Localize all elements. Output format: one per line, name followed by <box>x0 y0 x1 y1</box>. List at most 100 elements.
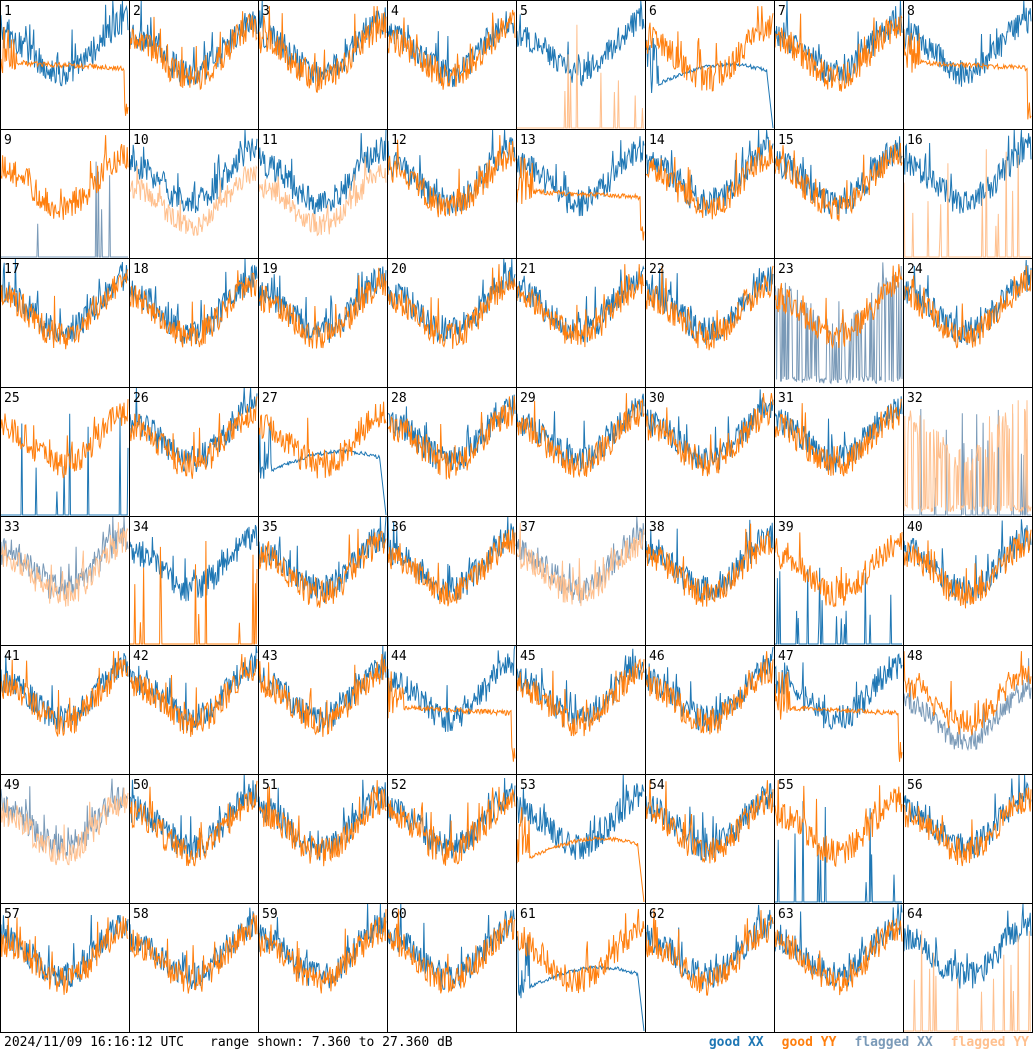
panel-3-yy-line <box>258 6 387 93</box>
panel-36-yy-line <box>387 529 516 607</box>
panel-1-label: 1 <box>4 4 12 19</box>
panel-7-frame <box>774 0 904 130</box>
panel-28: 28 <box>387 387 517 517</box>
panel-8: 8 <box>903 0 1033 130</box>
panel-12-label: 12 <box>391 133 407 148</box>
panel-27-frame <box>258 387 388 517</box>
panel-12-yy-line <box>387 135 516 218</box>
legend-flagged-xx: flagged XX <box>854 1035 933 1050</box>
panel-45: 45 <box>516 645 646 775</box>
panel-23-xx-line <box>774 262 903 385</box>
panel-53-label: 53 <box>520 778 536 793</box>
panel-18-yy-line <box>129 270 258 348</box>
panel-49-label: 49 <box>4 778 20 793</box>
panel-30-label: 30 <box>649 391 665 406</box>
panel-16-xx-line <box>903 129 1032 214</box>
panel-20: 20 <box>387 258 517 388</box>
panel-37-yy-line <box>516 522 645 607</box>
panel-20-yy-line <box>387 264 516 349</box>
panel-27-yy-line <box>258 401 387 479</box>
panel-57-yy-line <box>0 916 129 995</box>
panel-16-yy-line <box>903 149 1031 258</box>
panel-21-yy-line <box>516 264 645 348</box>
panel-39-frame <box>774 516 904 646</box>
legend-good-yy: good YY <box>781 1035 837 1050</box>
panel-46: 46 <box>645 645 775 775</box>
panel-42-yy-line <box>129 653 258 737</box>
panel-10: 10 <box>129 129 259 259</box>
panel-61-yy-line <box>516 909 645 994</box>
panel-58-yy-line <box>129 912 258 994</box>
panel-32: 32 <box>903 387 1033 517</box>
panel-1-xx-line <box>0 0 129 87</box>
panel-15: 15 <box>774 129 904 259</box>
panel-9-label: 9 <box>4 133 12 148</box>
panel-9-yy-line <box>0 135 129 220</box>
panel-51-yy-line <box>258 780 387 867</box>
panel-54-yy-line <box>645 780 774 864</box>
panel-19-label: 19 <box>262 262 278 277</box>
panel-59: 59 <box>258 903 388 1033</box>
panel-60: 60 <box>387 903 517 1033</box>
legend-flagged-yy: flagged YY <box>950 1035 1029 1050</box>
panel-14: 14 <box>645 129 775 259</box>
panel-10-xx-line <box>129 129 258 213</box>
panel-9-xx-line <box>1 161 128 258</box>
panel-44: 44 <box>387 645 517 775</box>
panel-21: 21 <box>516 258 646 388</box>
range-label: range shown: 7.360 to 27.360 dB <box>210 1035 453 1050</box>
panel-17-frame <box>0 258 130 388</box>
panel-39: 39 <box>774 516 904 646</box>
panel-6-frame <box>645 0 775 130</box>
panel-56-yy-line <box>903 787 1032 867</box>
panel-56-label: 56 <box>907 778 923 793</box>
panel-63-label: 63 <box>778 907 794 922</box>
panel-25-label: 25 <box>4 391 20 406</box>
panel-13-xx-line <box>516 136 645 217</box>
panel-34-xx-line <box>129 524 258 602</box>
panel-4: 4 <box>387 0 517 130</box>
panel-47-label: 47 <box>778 649 794 664</box>
panel-33: 33 <box>0 516 130 646</box>
panel-57-xx-line <box>0 914 129 988</box>
panel-1-yy-line <box>0 26 129 116</box>
panel-50: 50 <box>129 774 259 904</box>
panel-5: 5 <box>516 0 646 130</box>
panel-47-yy-line <box>774 671 903 762</box>
panel-39-xx-line <box>775 567 902 645</box>
panel-4-xx-line <box>387 11 516 88</box>
panel-30: 30 <box>645 387 775 517</box>
panel-43-label: 43 <box>262 649 278 664</box>
panel-41-label: 41 <box>4 649 20 664</box>
panel-48-label: 48 <box>907 649 923 664</box>
panel-59-xx-line <box>258 903 387 989</box>
panel-57: 57 <box>0 903 130 1033</box>
panel-22-frame <box>645 258 775 388</box>
panel-59-yy-line <box>258 909 387 994</box>
panel-4-frame <box>387 0 517 130</box>
panel-28-label: 28 <box>391 391 407 406</box>
panel-54-frame <box>645 774 775 904</box>
panel-16-label: 16 <box>907 133 923 148</box>
panel-17: 17 <box>0 258 130 388</box>
panel-39-yy-line <box>774 531 903 608</box>
panel-48-xx-line <box>903 658 1032 752</box>
panel-6: 6 <box>645 0 775 130</box>
panel-23-yy-line <box>774 264 903 350</box>
panel-6-yy-line <box>645 6 774 92</box>
panel-43: 43 <box>258 645 388 775</box>
panel-47: 47 <box>774 645 904 775</box>
panel-58-label: 58 <box>133 907 149 922</box>
panel-18-xx-line <box>129 258 258 345</box>
panel-20-label: 20 <box>391 262 407 277</box>
panel-49-yy-line <box>0 787 129 866</box>
panel-52-label: 52 <box>391 778 407 793</box>
panel-36-xx-line <box>387 516 516 601</box>
panel-29-label: 29 <box>520 391 536 406</box>
panel-22-yy-line <box>645 265 774 351</box>
panel-39-label: 39 <box>778 520 794 535</box>
panel-62-label: 62 <box>649 907 665 922</box>
panel-31-xx-line <box>774 396 903 474</box>
panel-29-xx-line <box>516 393 645 472</box>
